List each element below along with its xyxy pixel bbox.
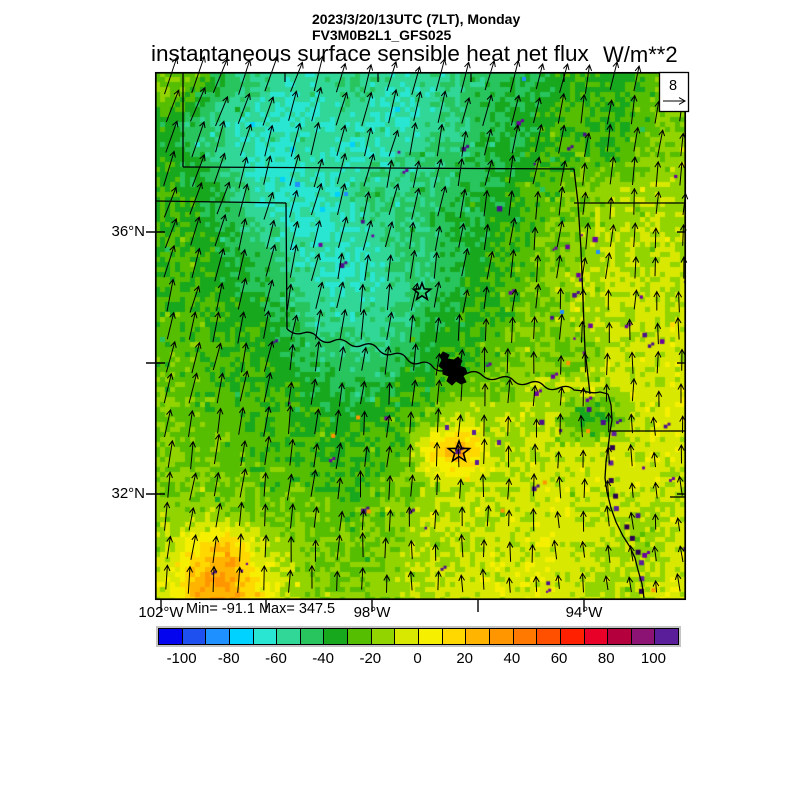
colorbar-cell [348, 629, 372, 644]
colorbar-cell [182, 629, 207, 644]
colorbar-tick-label: -60 [265, 650, 287, 667]
colorbar-tick-label: 100 [640, 650, 666, 667]
reference-vector-box: 8 [658, 71, 690, 113]
lon-tick-label: 102°W [138, 604, 184, 621]
colorbar-cell [371, 629, 396, 644]
colorbar-cell [253, 629, 278, 644]
colorbar-cell [206, 629, 230, 644]
city-star-okc [411, 280, 433, 302]
colorbar-tick-label: 40 [503, 650, 521, 667]
colorbar-tick-label: -80 [217, 650, 240, 667]
lat-tick-label: 36°N [111, 223, 145, 240]
colorbar-cell [324, 629, 349, 644]
colorbar-tick-label: 60 [550, 650, 568, 667]
colorbar-tick-label: 80 [597, 650, 615, 667]
colorbar-cell [513, 629, 538, 644]
lon-tick-label: 94°W [565, 604, 603, 621]
header-datetime: 2023/3/20/13UTC (7LT), Monday [312, 11, 521, 27]
colorbar-cell [229, 629, 254, 644]
flux-heatmap-canvas [155, 72, 686, 600]
colorbar-cell [584, 629, 609, 644]
wind-vectors [163, 54, 689, 594]
colorbar-cell [395, 629, 420, 644]
colorbar-cell [300, 629, 325, 644]
colorbar-cell [608, 629, 632, 644]
colorbar-cell [631, 629, 656, 644]
colorbar-tick-label: 20 [456, 650, 474, 667]
colorbar-cell [537, 629, 561, 644]
minmax-label: Min= -91.1 Max= 347.5 [186, 601, 336, 617]
lat-tick-label: 32°N [111, 485, 145, 502]
colorbar-cell [277, 629, 301, 644]
colorbar-cell [419, 629, 443, 644]
lon-tick-label: 98°W [353, 604, 391, 621]
reference-arrow-icon [663, 97, 687, 105]
header-model-run: FV3M0B2L1_GFS025 [312, 27, 452, 43]
colorbar-cell [560, 629, 585, 644]
colorbar-tick-label: 0 [413, 650, 422, 667]
city-star-dfw [446, 438, 472, 463]
colorbar [156, 626, 681, 647]
lake-texoma [438, 351, 468, 386]
reference-vector-value: 8 [669, 78, 677, 94]
colorbar-tick-label: -100 [166, 650, 197, 667]
colorbar-cell [655, 629, 679, 644]
colorbar-cell [159, 629, 183, 644]
colorbar-cell [442, 629, 467, 644]
colorbar-cell [489, 629, 514, 644]
units-label: W/m**2 [603, 42, 678, 67]
colorbar-cell [466, 629, 490, 644]
colorbar-tick-label: -20 [359, 650, 382, 667]
colorbar-tick-label: -40 [312, 650, 334, 667]
